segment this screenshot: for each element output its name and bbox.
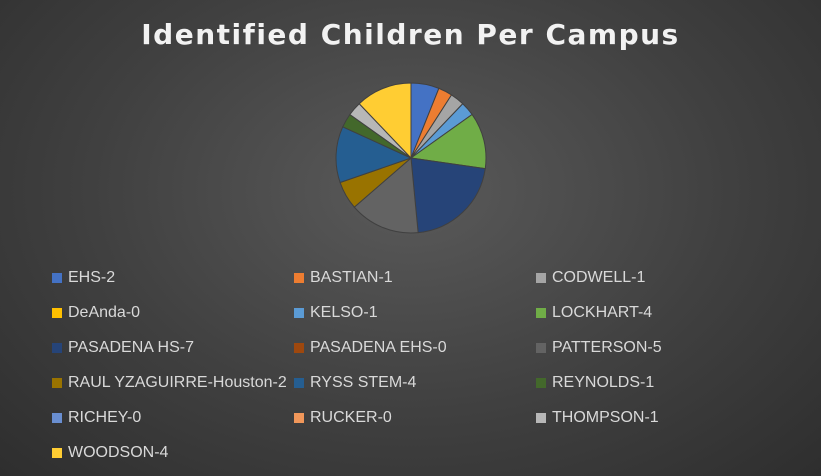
legend-swatch: [536, 307, 546, 318]
legend-swatch: [52, 272, 62, 283]
pie-slice-woodson-4: [358, 82, 412, 160]
legend-swatch: [536, 377, 546, 388]
legend-item: DeAnda-0: [52, 295, 294, 330]
legend-swatch: [52, 412, 62, 423]
legend-swatch: [294, 307, 304, 318]
legend-item: WOODSON-4: [52, 435, 294, 470]
legend-item: BASTIAN-1: [294, 260, 536, 295]
legend-label: LOCKHART-4: [552, 303, 653, 321]
legend-label: THOMPSON-1: [552, 408, 659, 426]
legend-swatch: [52, 342, 62, 353]
legend-swatch: [536, 272, 546, 283]
legend-swatch: [294, 272, 304, 283]
legend-label: BASTIAN-1: [310, 268, 393, 286]
legend-item: REYNOLDS-1: [536, 365, 778, 400]
legend-swatch: [294, 342, 304, 353]
legend-swatch: [52, 377, 62, 388]
legend-item: PASADENA HS-7: [52, 330, 294, 365]
legend-item: PATTERSON-5: [536, 330, 778, 365]
legend-label: PATTERSON-5: [552, 338, 662, 356]
legend-item: KELSO-1: [294, 295, 536, 330]
legend-label: REYNOLDS-1: [552, 373, 655, 391]
chart-title: Identified Children Per Campus: [141, 18, 680, 51]
legend-item: RUCKER-0: [294, 400, 536, 435]
pie-slice-pasadena-hs-7: [410, 157, 486, 234]
legend-swatch: [52, 447, 62, 458]
legend-label: PASADENA HS-7: [68, 338, 194, 356]
legend-item: EHS-2: [52, 260, 294, 295]
legend-item: CODWELL-1: [536, 260, 778, 295]
legend-swatch: [294, 412, 304, 423]
legend-swatch: [536, 412, 546, 423]
legend-label: RAUL YZAGUIRRE-Houston-2: [68, 373, 287, 391]
legend-label: RYSS STEM-4: [310, 373, 417, 391]
legend-label: PASADENA EHS-0: [310, 338, 447, 356]
legend-label: DeAnda-0: [68, 303, 141, 321]
legend-label: KELSO-1: [310, 303, 378, 321]
legend-label: RICHEY-0: [68, 408, 142, 426]
chart-legend: EHS-2 BASTIAN-1 CODWELL-1 DeAnda-0 KELSO-1 LO…: [52, 260, 812, 470]
legend-item: RAUL YZAGUIRRE-Houston-2: [52, 365, 294, 400]
legend-label: RUCKER-0: [310, 408, 392, 426]
pie-slice-patterson-5: [353, 156, 419, 234]
legend-label: EHS-2: [68, 268, 116, 286]
legend-swatch: [536, 342, 546, 353]
legend-label: CODWELL-1: [552, 268, 646, 286]
legend-item: PASADENA EHS-0: [294, 330, 536, 365]
legend-label: WOODSON-4: [68, 443, 169, 461]
legend-item: RICHEY-0: [52, 400, 294, 435]
legend-item: LOCKHART-4: [536, 295, 778, 330]
legend-swatch: [52, 307, 62, 318]
legend-item: RYSS STEM-4: [294, 365, 536, 400]
legend-item: THOMPSON-1: [536, 400, 778, 435]
legend-swatch: [294, 377, 304, 388]
